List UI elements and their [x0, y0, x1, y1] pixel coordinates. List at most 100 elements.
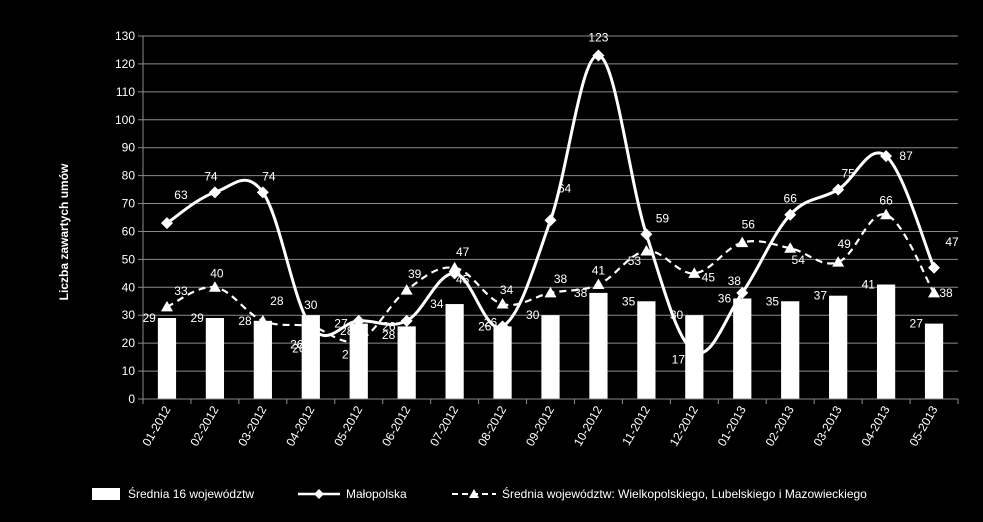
bar-label-01-2012: 29 — [143, 311, 157, 325]
diamond-marker-12-2012 — [688, 345, 701, 358]
bar-label-11-2012: 35 — [622, 294, 636, 308]
triangle-marker-05-2012 — [352, 334, 365, 345]
avg3-label-01-2012: 33 — [174, 284, 188, 298]
malopolska-label-01-2013: 38 — [728, 274, 742, 288]
avg3-label-05-2013: 38 — [939, 286, 953, 300]
diamond-marker-01-2012 — [160, 217, 173, 230]
y-tick-label-80: 80 — [122, 169, 136, 183]
bar-label-02-2012: 29 — [190, 311, 204, 325]
legend: Średnia 16 województw Małopolska Średnia w… — [92, 486, 867, 501]
bar-label-07-2012: 34 — [430, 297, 444, 311]
bar-11-2012 — [637, 301, 656, 399]
diamond-marker-10-2012 — [592, 49, 605, 62]
malopolska-label-02-2012: 74 — [204, 169, 218, 183]
bar-label-04-2012: 30 — [304, 298, 318, 312]
bar-label-04-2013: 41 — [862, 278, 876, 292]
avg3-label-04-2013: 66 — [879, 194, 893, 208]
x-tick-label-05-2013: 05-2013 — [906, 403, 940, 448]
diamond-marker-02-2012 — [208, 186, 221, 199]
malopolska-label-05-2013: 47 — [945, 235, 959, 249]
bar-label-01-2013: 36 — [718, 291, 732, 305]
malopolska-label-06-2012: 28 — [382, 328, 396, 342]
line-series-group — [166, 54, 936, 355]
x-tick-label-10-2012: 10-2012 — [571, 403, 605, 448]
avg3-label-04-2012: 26 — [290, 337, 304, 351]
diamond-marker-04-2013 — [880, 150, 893, 163]
malopolska-label-12-2012: 17 — [672, 353, 686, 367]
diamond-marker-05-2013 — [928, 261, 941, 274]
avg3-label-12-2012: 45 — [702, 270, 716, 284]
malopolska-label-08-2012: 26 — [484, 315, 498, 329]
avg3-label-05-2012: 21 — [342, 347, 356, 361]
avg3-label-06-2012: 39 — [408, 267, 422, 281]
x-tick-label-05-2012: 05-2012 — [331, 403, 365, 448]
x-tick-label-01-2012: 01-2012 — [139, 403, 173, 448]
triangle-marker-12-2012 — [688, 267, 701, 278]
triangle-marker-09-2012 — [544, 286, 557, 298]
diamond-marker-08-2012 — [496, 320, 509, 333]
malopolska-label-07-2012: 45 — [456, 272, 470, 286]
x-tick-label-12-2012: 12-2012 — [667, 403, 701, 448]
legend-label-bar: Średnia 16 województw — [128, 486, 254, 501]
avg3-label-02-2013: 54 — [792, 253, 806, 267]
legend-swatch-bar — [92, 488, 120, 500]
y-tick-label-130: 130 — [115, 29, 135, 43]
bar-10-2012 — [589, 292, 608, 399]
x-tick-label-11-2012: 11-2012 — [619, 403, 653, 448]
x-tick-label-04-2012: 04-2012 — [283, 403, 317, 448]
bar-01-2013 — [733, 298, 752, 399]
x-tick-label-02-2013: 02-2013 — [763, 403, 797, 448]
avg3-label-08-2012: 34 — [500, 283, 514, 297]
avg3-label-10-2012: 41 — [592, 264, 606, 278]
triangle-marker-02-2013 — [784, 242, 797, 253]
malopolska-label-05-2012: 28 — [340, 324, 354, 338]
y-tick-label-110: 110 — [116, 85, 135, 99]
data-label-group: 29 29 28 30 27 26 34 26 30 38 35 30 36 35 37 41 27 63 74 74… — [143, 31, 960, 367]
avg3-label-03-2013: 49 — [837, 237, 851, 251]
malopolska-label-02-2013: 66 — [784, 192, 798, 206]
malopolska-label-01-2012: 63 — [174, 188, 188, 202]
bar-label-03-2012: 28 — [238, 314, 252, 328]
diamond-marker-01-2013 — [736, 286, 749, 299]
bar-label-02-2013: 35 — [766, 294, 780, 308]
diamond-marker-03-2012 — [256, 186, 269, 199]
y-tick-label-30: 30 — [122, 308, 136, 322]
diamond-marker-05-2012 — [352, 314, 365, 327]
x-tick-label-02-2012: 02-2012 — [187, 403, 221, 448]
bar-03-2013 — [829, 295, 848, 399]
bar-04-2013 — [876, 284, 896, 399]
diamond-marker-09-2012 — [544, 214, 557, 227]
x-tick-label-06-2012: 06-2012 — [379, 403, 413, 448]
x-tick-label-03-2013: 03-2013 — [811, 403, 845, 448]
triangle-marker-05-2013 — [928, 286, 941, 298]
y-tick-label-60: 60 — [122, 224, 136, 238]
y-tick-label-120: 120 — [115, 57, 135, 71]
y-tick-label-70: 70 — [122, 197, 136, 211]
bar-06-2012 — [397, 326, 416, 399]
bar-03-2012 — [253, 320, 272, 399]
bar-label-10-2012: 38 — [574, 286, 588, 300]
bar-label-09-2012: 30 — [526, 308, 540, 322]
avg3-label-11-2012: 53 — [628, 254, 642, 268]
triangle-marker-01-2012 — [160, 300, 173, 312]
x-tick-label-07-2012: 07-2012 — [427, 403, 461, 448]
bar-series-group — [157, 284, 944, 399]
x-tick-label-01-2013: 01-2013 — [715, 403, 749, 448]
diamond-marker-11-2012 — [640, 228, 653, 241]
bar-02-2013 — [781, 301, 800, 399]
x-tick-label-03-2012: 03-2012 — [235, 403, 269, 448]
avg3-label-02-2012: 40 — [210, 266, 224, 280]
marker-group — [160, 49, 941, 358]
triangle-marker-04-2012 — [304, 320, 317, 331]
y-tick-label-50: 50 — [122, 252, 136, 266]
x-tick-label-04-2013: 04-2013 — [859, 403, 893, 448]
avg3-label-01-2013: 56 — [742, 218, 756, 232]
triangle-marker-01-2013 — [736, 236, 749, 248]
y-tick-label-40: 40 — [122, 280, 136, 294]
y-tick-label-100: 100 — [115, 113, 135, 127]
malopolska-label-11-2012: 59 — [656, 211, 670, 225]
y-tick-label-20: 20 — [122, 336, 136, 350]
avg3-label-09-2012: 38 — [554, 272, 568, 286]
bar-label-12-2012: 30 — [670, 308, 684, 322]
triangle-marker-04-2013 — [880, 208, 893, 220]
